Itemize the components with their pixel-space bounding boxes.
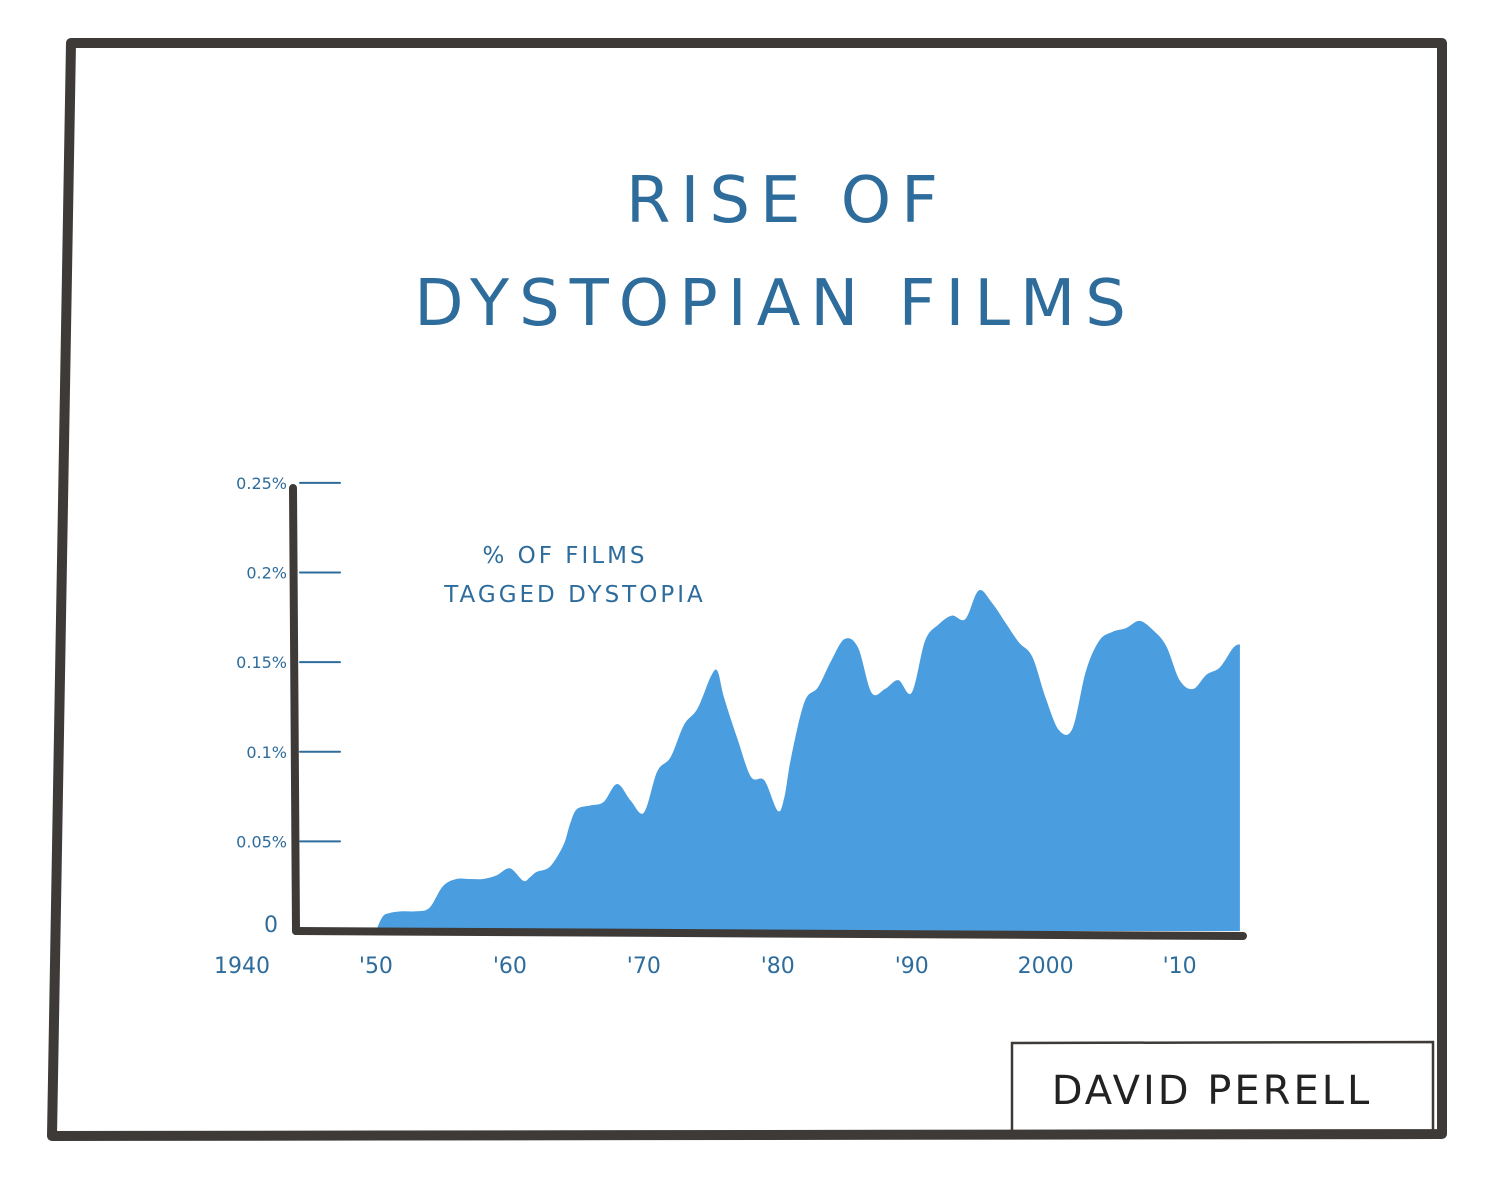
axis-layer — [289, 484, 1247, 940]
x-tick-label: '10 — [1163, 954, 1197, 979]
x-axis-line — [292, 927, 1247, 940]
x-tick-label: '80 — [761, 954, 795, 979]
y-tick-label: 0.15% — [236, 653, 287, 672]
x-tick-label: '50 — [359, 954, 393, 979]
x-tick-label: 2000 — [1018, 954, 1074, 979]
y-tick-label: 0.1% — [246, 743, 287, 762]
area-series — [375, 590, 1240, 931]
outer-frame — [47, 38, 1447, 1141]
chart-title-line-2: DYSTOPIAN FILMS — [414, 267, 1136, 341]
y-tick-label: 0.25% — [236, 474, 287, 493]
series-annotation-line-1: % OF FILMS — [482, 543, 647, 569]
y-axis-line — [289, 484, 300, 935]
x-tick-label: '60 — [493, 954, 527, 979]
series-annotation-line-2: TAGGED DYSTOPIA — [443, 582, 705, 608]
y-ticks: 0 0.05% 0.1% 0.15% 0.2% 0.25% — [236, 474, 341, 938]
chart-title-line-1: RISE OF — [626, 164, 948, 238]
x-tick-label: 1940 — [214, 954, 270, 979]
x-tick-label: '70 — [627, 954, 661, 979]
y-tick-label: 0 — [264, 913, 278, 938]
signature-box — [1010, 1040, 1435, 1134]
y-tick-label: 0.2% — [246, 564, 287, 583]
x-tick-label: '90 — [895, 954, 929, 979]
signature-text: DAVID PERELL — [1052, 1068, 1373, 1114]
x-ticks: 1940 '50 '60 '70 '80 '90 2000 '10 — [214, 954, 1197, 979]
area-layer — [375, 590, 1240, 931]
y-tick-label: 0.05% — [236, 832, 287, 851]
